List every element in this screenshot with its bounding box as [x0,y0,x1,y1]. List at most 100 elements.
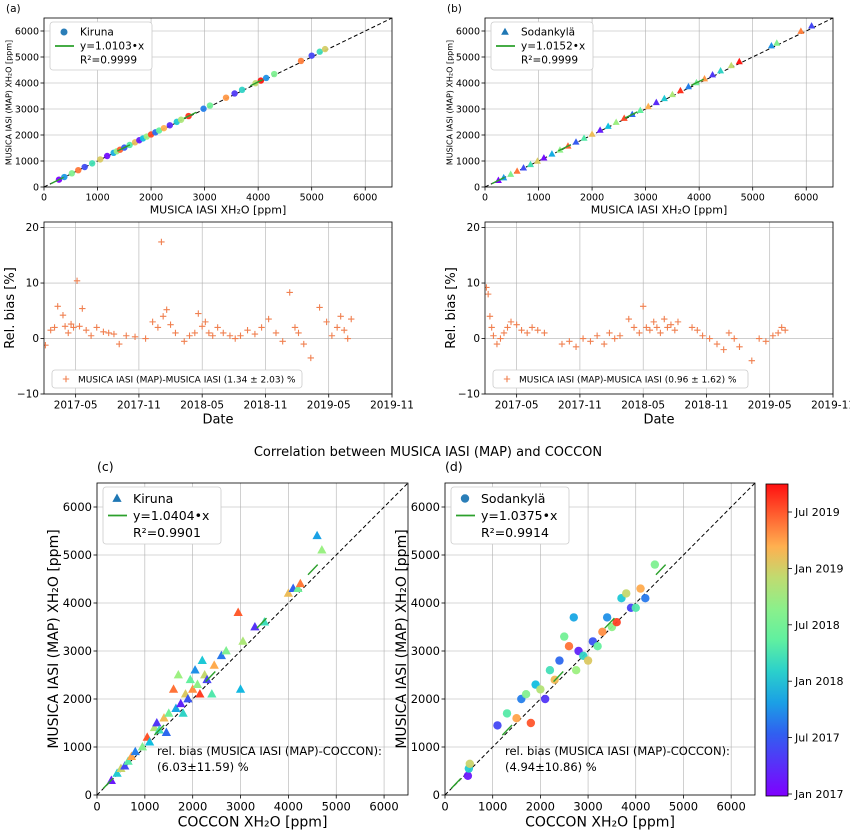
data-point [220,329,227,337]
data-point [44,341,49,349]
data-point [545,666,555,675]
data-point [631,603,640,612]
x-tick-label: 4000 [274,800,303,814]
plot-frame [484,17,834,188]
x-tick-label: 4000 [687,193,711,204]
x-tick-label: 3000 [193,193,217,204]
colorbar-label: Jul 2019 [794,506,840,519]
data-point [337,313,344,320]
x-tick-label: 2000 [139,193,163,204]
data-point [76,323,83,330]
data-point [540,694,550,704]
data-point [569,613,578,622]
data-point [534,326,541,334]
data-point [171,703,181,712]
x-tick-label: 2019-05 [748,400,792,412]
data-point [507,170,515,177]
one-to-one-line [445,483,755,795]
data-point [497,335,504,342]
data-point [235,684,246,693]
x-tick-label: 4000 [246,193,270,204]
data-point [493,340,501,348]
legend-fit: y=1.0375•x [481,508,557,523]
data-point [154,324,162,331]
data-point [622,589,631,598]
data-point [286,289,293,296]
y-axis-label: MUSICA IASI (MAP) XH₂O [ppm] [446,40,455,165]
data-point [564,642,574,651]
data-point [463,771,473,780]
colorbar-rect [765,483,789,797]
data-point [73,277,81,285]
y-tick-label: 0 [85,788,92,802]
data-point [70,324,77,331]
legend-site: Kiruna [80,27,114,39]
x-tick-label: 0 [93,800,100,814]
data-point [222,94,230,101]
data-point [198,323,206,330]
data-point [485,290,492,298]
data-point [262,74,270,82]
data-point [190,665,200,674]
data-point [644,102,652,110]
x-tick-label: 6000 [353,193,377,204]
data-point [79,305,86,312]
colorbar-label: Jan 2019 [794,562,843,575]
y-tick-label: 0 [473,333,480,345]
data-point [105,329,112,337]
data-point [540,154,548,161]
plot-frame [484,221,834,395]
colorbar: Jul 2019 Jan 2019 Jul 2018 Jan 2018 Jul 2017… [765,483,843,801]
data-point [778,324,785,331]
data-point [82,326,90,334]
data-point [606,329,613,337]
x-tick-label: 2017-11 [558,400,602,412]
data-point [300,340,307,348]
legend-site: Sodankylä [481,491,545,506]
data-point [112,768,122,777]
data-point [130,746,140,756]
legend-marker [62,375,70,383]
data-point [720,346,727,353]
data-point [333,324,341,331]
data-point [214,324,221,331]
data-point [671,326,679,334]
data-point [736,343,743,351]
data-point [797,27,805,34]
data-point [555,656,564,665]
data-point [160,124,168,132]
data-point [612,118,620,125]
fit-line [50,58,306,185]
y-tick-label: 2000 [15,130,39,141]
y-axis-label: MUSICA IASI (MAP) XH₂O [ppm] [394,529,410,748]
data-point [164,708,174,717]
y-tick-label: 5000 [411,548,440,562]
y-tick-label: 6000 [63,500,92,514]
plot-frame [43,17,393,188]
legend-text: MUSICA IASI (MAP)-MUSICA IASI (1.34 ± 2.… [78,376,296,386]
data-point [548,150,556,157]
y-axis-label: MUSICA IASI (MAP) XH₂O [ppm] [46,529,62,748]
data-point [580,134,588,141]
data-point [500,329,508,337]
data-point [237,332,244,339]
data-point [344,335,351,342]
y-tick-label: 20 [467,222,480,234]
plot-area [485,284,789,364]
y-tick-label: 6000 [15,26,39,37]
legend-box [51,369,303,389]
data-point [340,326,348,334]
data-point [558,340,566,348]
data-point [781,326,789,334]
x-tick-label: 2019-05 [307,400,351,412]
x-tick-label: 2018-11 [685,400,729,412]
panel-label: (b) [447,3,462,15]
data-point [209,332,216,339]
data-point [587,338,594,345]
data-point [291,324,299,331]
legend-fit: y=1.0404•x [133,508,209,523]
data-point [526,718,536,728]
data-point [641,594,650,603]
data-point [191,329,198,337]
data-point [774,329,782,337]
